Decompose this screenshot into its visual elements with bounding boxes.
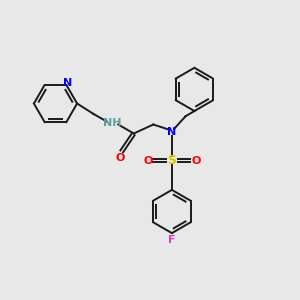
Text: F: F	[168, 235, 176, 245]
Text: O: O	[143, 155, 153, 166]
Text: O: O	[191, 155, 201, 166]
Text: NH: NH	[103, 118, 122, 128]
Text: S: S	[167, 154, 176, 167]
Text: O: O	[116, 153, 125, 163]
Text: N: N	[167, 127, 176, 137]
Text: N: N	[63, 78, 72, 88]
